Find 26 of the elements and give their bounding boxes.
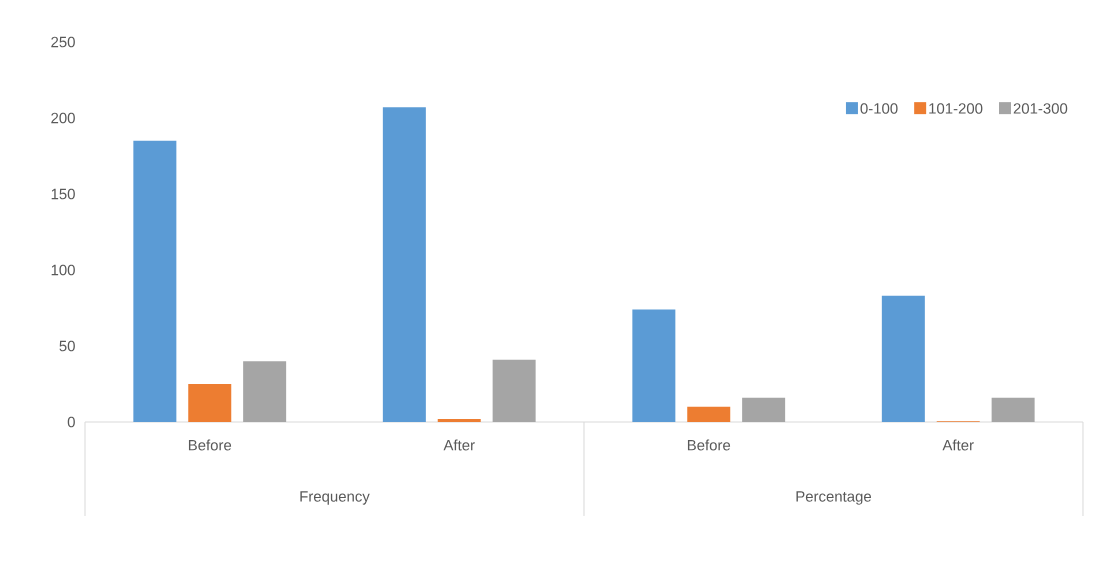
- bar: [133, 140, 177, 422]
- y-tick-label: 200: [51, 112, 75, 124]
- bar: [687, 406, 731, 422]
- x-tick-label: Before: [188, 439, 232, 451]
- y-tick-label: 250: [51, 36, 75, 48]
- x-tick-label: After: [942, 439, 974, 451]
- bar: [492, 359, 536, 422]
- legend-label: 101-200: [929, 103, 983, 114]
- y-tick-label: 100: [51, 264, 75, 276]
- x-tick-label: Before: [687, 439, 731, 451]
- y-tick-label: 150: [51, 188, 75, 200]
- bar: [437, 418, 481, 422]
- bar: [991, 397, 1035, 422]
- bar: [382, 107, 426, 422]
- bar: [188, 384, 232, 422]
- x-tick-label: After: [443, 439, 475, 451]
- y-tick-label: 50: [59, 340, 75, 352]
- legend-label: 201-300: [1013, 103, 1068, 114]
- bar: [742, 397, 786, 422]
- bar: [243, 361, 287, 422]
- text: Frequency: [300, 491, 370, 505]
- text: Percentage: [796, 491, 872, 505]
- legend-label: 0-100: [860, 103, 898, 114]
- bar: [632, 309, 676, 422]
- y-tick-label: 0: [67, 416, 75, 428]
- bar: [881, 295, 925, 422]
